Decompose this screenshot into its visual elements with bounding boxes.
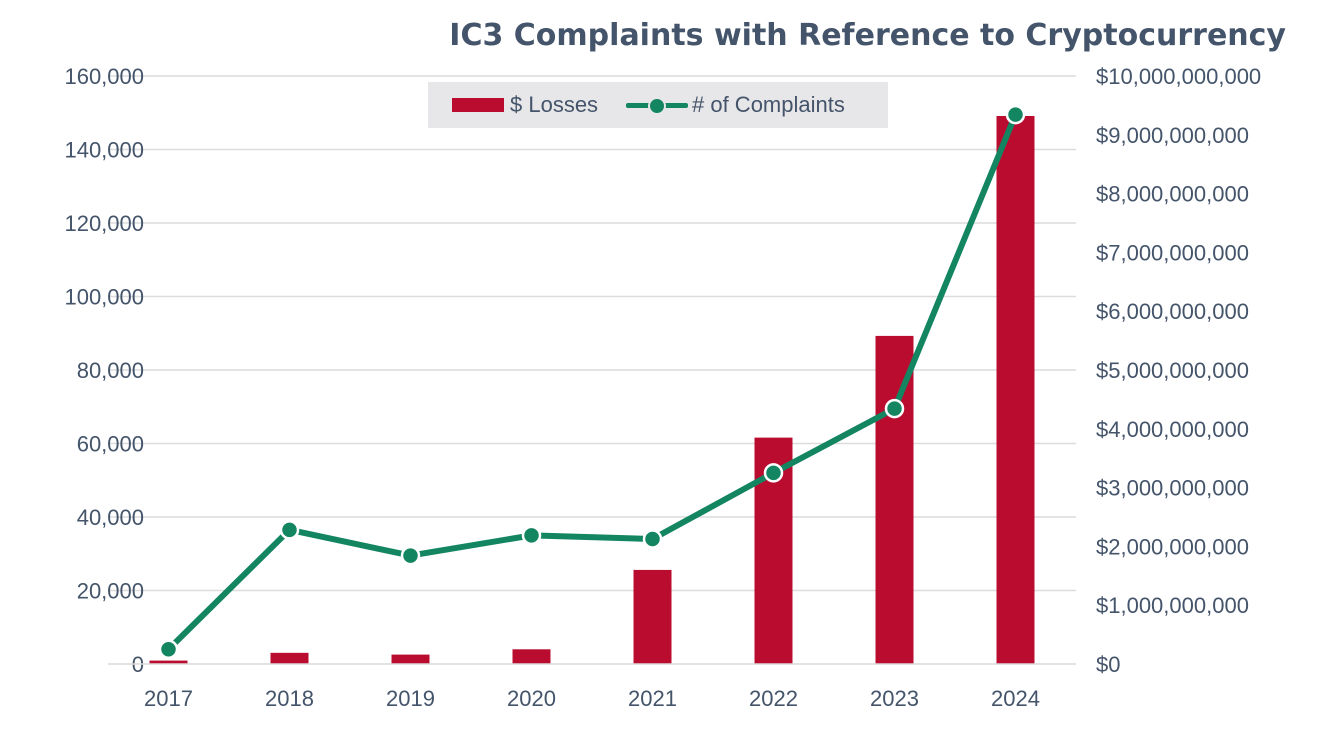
y-right-tick-label: $0 <box>1096 652 1120 677</box>
y-left-tick-label: 160,000 <box>64 64 144 89</box>
legend: $ Losses # of Complaints <box>428 82 888 128</box>
x-tick-label: 2022 <box>749 686 798 711</box>
point-complaints-2022 <box>763 463 784 483</box>
bar-losses-2017 <box>149 660 188 664</box>
point-complaints-2019 <box>400 545 421 566</box>
y-left-tick-label: 60,000 <box>77 432 144 457</box>
legend-label-losses: $ Losses <box>510 92 599 117</box>
bar-losses-2023 <box>875 335 914 664</box>
line-series-layer <box>158 104 1026 660</box>
x-tick-label: 2019 <box>386 686 435 711</box>
y-right-tick-label: $9,000,000,000 <box>1096 123 1249 148</box>
x-tick-label: 2021 <box>628 686 677 711</box>
point-complaints-2023 <box>884 398 905 419</box>
line-complaints <box>165 111 1019 653</box>
axis-layer: 020,00040,00060,00080,000100,000120,0001… <box>64 64 1261 711</box>
chart-title: IC3 Complaints with Reference to Cryptoc… <box>449 18 1286 53</box>
y-right-tick-label: $8,000,000,000 <box>1096 182 1249 207</box>
legend-swatch-complaints <box>626 94 688 116</box>
y-right-tick-label: $2,000,000,000 <box>1096 534 1249 559</box>
y-left-tick-label: 140,000 <box>64 138 144 163</box>
bar-losses-2024 <box>996 115 1035 664</box>
y-right-tick-label: $1,000,000,000 <box>1096 593 1249 618</box>
legend-label-complaints: # of Complaints <box>692 92 845 117</box>
y-right-tick-label: $5,000,000,000 <box>1096 358 1249 383</box>
point-complaints-2021 <box>642 529 663 549</box>
x-tick-label: 2018 <box>265 686 314 711</box>
bar-losses-2018 <box>270 652 309 664</box>
bar-losses-2021 <box>633 569 672 664</box>
y-right-tick-label: $3,000,000,000 <box>1096 476 1249 501</box>
y-left-tick-label: 80,000 <box>77 358 144 383</box>
grid-layer <box>108 75 1076 592</box>
x-tick-label: 2017 <box>144 686 193 711</box>
bar-series-layer <box>149 115 1035 664</box>
point-complaints-2017 <box>158 639 179 660</box>
y-left-tick-label: 120,000 <box>64 211 144 236</box>
y-right-tick-label: $4,000,000,000 <box>1096 417 1249 442</box>
y-right-tick-label: $7,000,000,000 <box>1096 240 1249 265</box>
bar-losses-2020 <box>512 649 551 664</box>
x-tick-label: 2020 <box>507 686 556 711</box>
x-tick-label: 2024 <box>991 686 1040 711</box>
y-left-tick-label: 40,000 <box>77 505 144 530</box>
legend-item-complaints: # of Complaints <box>626 82 845 128</box>
bar-losses-2019 <box>391 654 430 664</box>
legend-item-losses: $ Losses <box>452 82 598 128</box>
x-tick-label: 2023 <box>870 686 919 711</box>
point-complaints-2020 <box>521 525 542 546</box>
y-left-tick-label: 100,000 <box>64 285 144 310</box>
legend-swatch-losses <box>452 98 504 112</box>
point-complaints-2018 <box>279 520 300 540</box>
point-complaints-2024 <box>1005 104 1026 125</box>
y-right-tick-label: $6,000,000,000 <box>1096 299 1249 324</box>
y-right-tick-label: $10,000,000,000 <box>1096 64 1261 89</box>
y-left-tick-label: 20,000 <box>77 579 144 604</box>
